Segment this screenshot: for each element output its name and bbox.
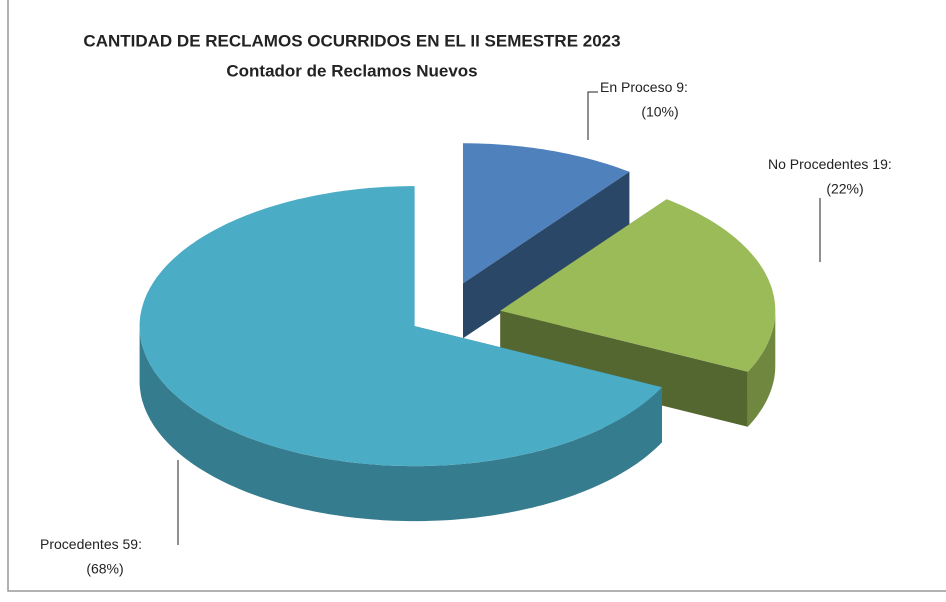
frame	[7, 0, 946, 592]
slice	[463, 143, 630, 339]
slice-wall	[139, 326, 663, 522]
percentage-label: (68%)	[86, 561, 123, 577]
slice	[139, 186, 663, 522]
leader-line	[587, 91, 598, 140]
percentage-label: (10%)	[641, 104, 678, 120]
chart-title: CANTIDAD DE RECLAMOS OCURRIDOS EN EL II …	[83, 31, 620, 50]
slice-side	[463, 171, 630, 339]
slice-wall	[747, 310, 776, 427]
pie	[139, 143, 776, 522]
slice-top	[463, 143, 630, 284]
value-label: 59:	[123, 536, 142, 552]
value-label: 9:	[676, 79, 688, 95]
slice-top	[139, 186, 663, 467]
category-label: En Proceso	[600, 79, 673, 95]
labels: En Proceso 9: (10%) No Procedentes 19: (22%…	[40, 79, 892, 577]
chart-subtitle: Contador de Reclamos Nuevos	[226, 61, 477, 80]
data-label: Procedentes 59:	[40, 536, 142, 552]
category-label: No Procedentes	[768, 156, 868, 172]
category-label: Procedentes	[40, 536, 119, 552]
slice-side	[500, 310, 748, 427]
value-label: 19:	[872, 156, 891, 172]
percentage-label: (22%)	[826, 181, 863, 197]
slice-top	[500, 199, 776, 372]
slice	[500, 199, 776, 427]
data-label: En Proceso 9:	[600, 79, 688, 95]
data-label: No Procedentes 19:	[768, 156, 892, 172]
